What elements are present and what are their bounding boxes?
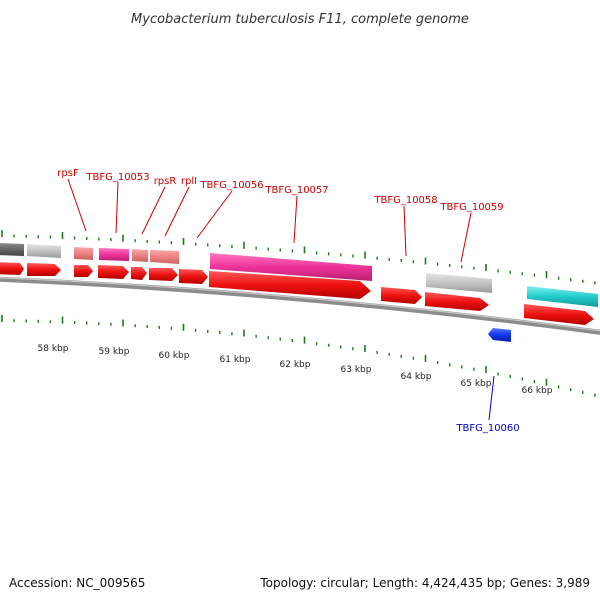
kbp-label: 60 kbp [159, 351, 190, 361]
feature-salmon-rpsF [74, 247, 93, 260]
accession-text: Accession: NC_009565 [9, 576, 145, 590]
gene-label: rpsR [154, 176, 177, 187]
kbp-label: 65 kbp [461, 379, 492, 389]
map-title: Mycobacterium tuberculosis F11, complete… [131, 12, 469, 27]
kbp-label: 59 kbp [99, 347, 130, 357]
cds-arrow [381, 287, 422, 304]
cds-arrow [74, 265, 93, 277]
cds-arrow [179, 269, 208, 284]
feature-track-upper [0, 243, 598, 307]
kbp-label: 61 kbp [220, 355, 251, 365]
topology-text: Topology: circular; Length: 4,424,435 bp… [259, 576, 590, 590]
feature-cyan [527, 286, 598, 307]
feature-salmon-rplI [150, 250, 179, 264]
cds-arrow [524, 304, 594, 325]
feature-pink-TBFG_10053 [99, 248, 129, 261]
cds-arrow [131, 267, 147, 280]
cds-arrow [98, 265, 129, 279]
reverse-cds-track [488, 328, 511, 342]
backbone [0, 276, 600, 335]
kbp-label: 64 kbp [401, 372, 432, 382]
outer-tick-marks [1, 230, 596, 285]
cds-arrow [425, 292, 489, 311]
feature-salmon-rpsR [132, 249, 148, 262]
gene-label: TBFG_10053 [85, 172, 149, 183]
kbp-label: 66 kbp [522, 386, 553, 396]
inner-tick-marks [1, 315, 596, 397]
cds-arrow [149, 268, 178, 281]
gene-label: TBFG_10056 [199, 180, 263, 191]
gene-label: TBFG_10060 [455, 423, 519, 434]
cds-arrow [27, 263, 61, 276]
kbp-label: 63 kbp [341, 365, 372, 375]
cds-arrow [0, 262, 24, 275]
gene-label: TBFG_10059 [439, 202, 503, 213]
feature-gray-TBFG_10059 [426, 273, 492, 293]
kbp-label: 62 kbp [280, 360, 311, 370]
gene-labels: rpsF TBFG_10053 rpsR rplI TBFG_10056 TBF… [57, 168, 519, 434]
gene-label: rplI [181, 176, 197, 187]
feature-darkgray [0, 243, 24, 256]
forward-cds-track [0, 262, 594, 325]
gene-label: TBFG_10057 [264, 185, 328, 196]
kbp-scale-labels: 58 kbp 59 kbp 60 kbp 61 kbp 62 kbp 63 kb… [38, 344, 553, 396]
gene-label: TBFG_10058 [373, 195, 437, 206]
feature-pink-TBFG_10057 [210, 253, 372, 281]
gene-label: rpsF [57, 168, 79, 179]
cds-arrow [209, 271, 371, 299]
cds-arrow-reverse [488, 328, 511, 342]
kbp-label: 58 kbp [38, 344, 69, 354]
feature-gray [27, 244, 61, 258]
